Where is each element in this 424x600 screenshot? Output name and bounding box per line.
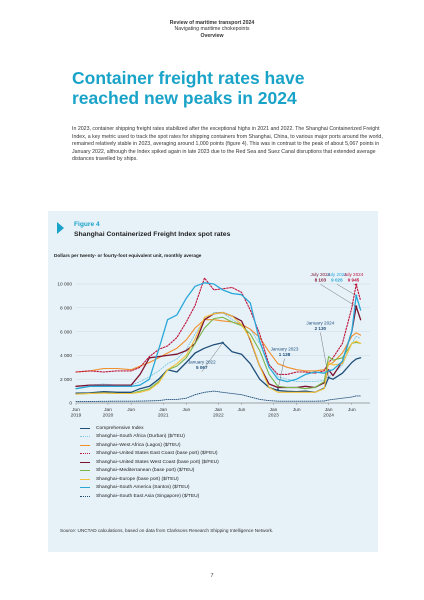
legend-swatch [80,444,90,446]
figure-title: Shanghai Containerized Freight Index spo… [74,231,231,238]
annotation-point [327,376,330,379]
x-tick-label: Jun [293,407,301,413]
y-tick-label: 0 [69,401,72,407]
legend-item: Shanghai–Mediterranean (base port) ($/TE… [80,467,330,476]
annotation-date: July 2024 [311,272,331,277]
y-tick-label: 4 000 [60,353,72,359]
annotation-leader [201,342,223,372]
annotation-leader [320,284,357,307]
annotation-value: 8 103 [315,278,327,283]
legend-item: Shanghai–Europe (base port) ($/TEU) [80,475,330,484]
annotation-point [221,341,224,344]
legend-label: Shanghai–West Africa (Lagos) ($/TEU) [96,442,181,448]
annotation-point [355,305,358,308]
annotation-point [355,294,358,297]
annotation-date: January 2022 [188,360,216,365]
annotation-value: 9 026 [331,278,343,283]
annotation-leader [320,332,329,378]
legend-swatch [80,427,90,429]
x-tick-label: Jun [72,407,80,413]
x-tick-label: Jun [182,407,190,413]
series-line-8 [75,390,362,403]
figure-number: Figure 4 [74,221,100,228]
annotation-point [355,283,358,286]
legend-item: Shanghai–South America (Santos) ($/TEU) [80,484,330,493]
x-tick-label: Jan [325,407,333,413]
x-tick-year-label: 2020 [103,413,114,419]
chevron-right-icon [57,222,64,234]
legend-item: Shanghai–West Africa (Lagos) ($/TEU) [80,441,330,450]
page-number: 7 [210,573,214,579]
x-tick-label: Jan [214,407,222,413]
series-line-0 [75,342,362,394]
y-tick-label: 8 000 [60,305,72,311]
legend-label: Shanghai–United States West Coast (base … [96,459,219,465]
page-title: Container freight rates have reached new… [72,68,305,108]
legend-item: Shanghai–United States West Coast (base … [80,458,330,467]
legend-swatch [80,461,90,463]
annotation-value: 5 067 [196,365,208,370]
x-tick-label: Jan [159,407,167,413]
legend-swatch [80,478,90,480]
y-axis-label: Dollars per twenty- or fourty-foot equiv… [54,253,202,258]
running-header: Review of maritime transport 2024 Naviga… [0,20,424,39]
annotation-leader [336,284,357,296]
legend-label: Shanghai–Mediterranean (base port) ($/TE… [96,468,195,474]
header-report-title: Review of maritime transport 2024 [169,20,255,26]
annotation-date: January 2023 [271,347,299,352]
annotation-date: January 2024 [306,320,334,325]
header-subtitle: Navigating maritime chokepoints [174,26,250,33]
x-tick-label: Jun [238,407,246,413]
legend-label: Comprehensive Index [96,425,144,431]
y-tick-label: 6 000 [60,329,72,335]
annotation-value: 1 138 [279,352,291,357]
annotation-leader [277,358,285,390]
x-tick-label: Jan [270,407,278,413]
legend-label: Shanghai–South Africa (Durban) ($/TEU) [96,434,185,440]
header-section: Overview [200,32,224,39]
annotation-value: 2 130 [315,326,327,331]
x-tick-year-label: 2023 [268,413,279,419]
x-tick-label: Jun [348,407,356,413]
legend-item: Shanghai–South Africa (Durban) ($/TEU) [80,433,330,442]
legend-item: Comprehensive Index [80,424,330,433]
legend-label: Shanghai–United States East Coast (base … [96,451,218,457]
x-tick-year-label: 2019 [71,413,82,419]
x-tick-label: Jun [127,407,135,413]
legend-item: Shanghai–United States East Coast (base … [80,450,330,459]
legend-swatch [80,453,90,455]
series-line-6 [75,311,362,395]
y-tick-label: 10 000 [57,282,72,288]
annotation-point [276,388,279,391]
y-tick-label: 2 000 [60,377,72,383]
series-line-4 [75,305,362,389]
series-line-5 [75,316,362,395]
legend-label: Shanghai–South East Asia (Singapore) ($/… [96,493,200,499]
legend-item: Shanghai–South East Asia (Singapore) ($/… [80,492,330,501]
chart-legend: Comprehensive Index Shanghai–South Africa… [80,424,330,501]
x-tick-year-label: 2021 [158,413,169,419]
annotation-date: July 2024 [327,272,347,277]
legend-swatch [80,470,90,472]
annotation-value: 9 945 [348,278,360,283]
figure-panel [48,211,378,552]
legend-swatch [80,487,90,489]
legend-label: Shanghai–South America (Santos) ($/TEU) [96,485,190,491]
series-line-7 [75,282,362,390]
body-paragraph: In 2023, container shipping freight rate… [72,126,383,163]
figure-source: Source: UNCTAD calculations, based on da… [60,528,274,533]
x-tick-year-label: 2024 [323,413,334,419]
legend-label: Shanghai–Europe (base port) ($/TEU) [96,476,179,482]
legend-swatch [80,495,90,497]
x-tick-year-label: 2022 [213,413,224,419]
x-tick-label: Jan [104,407,112,413]
annotation-date: July 2024 [344,272,364,277]
legend-swatch [80,436,90,438]
